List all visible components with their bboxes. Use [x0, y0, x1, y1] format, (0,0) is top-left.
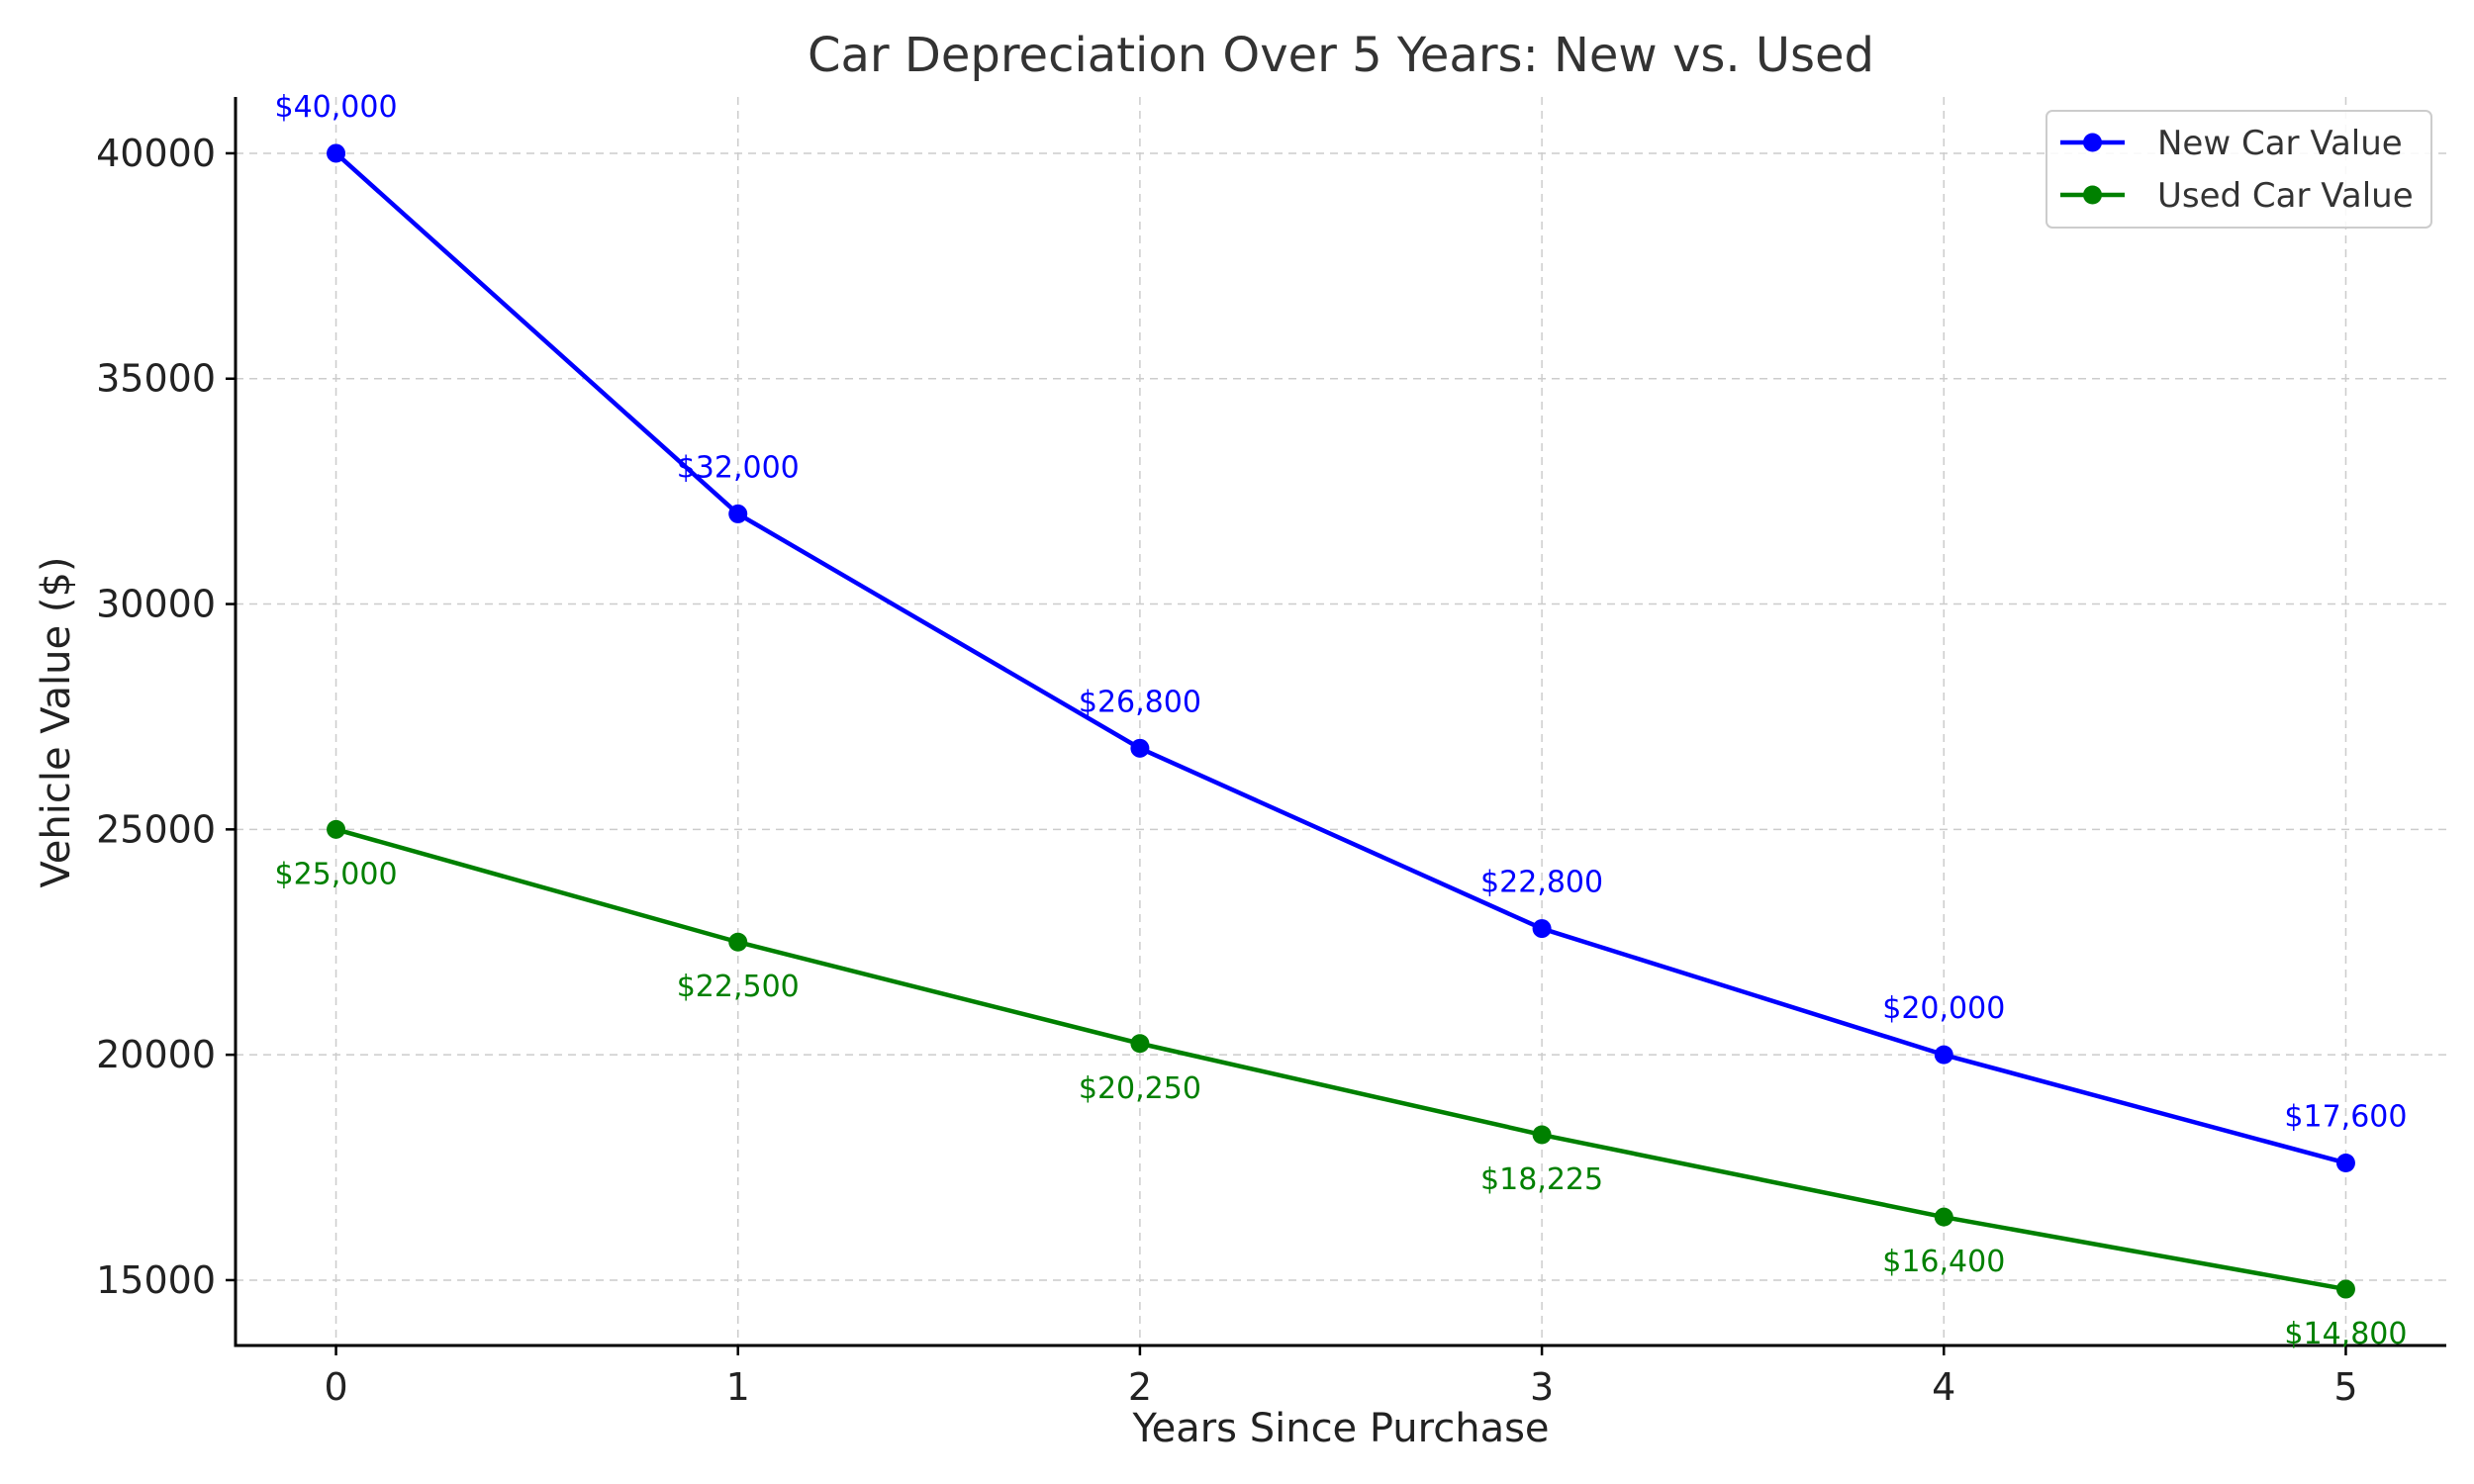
legend-swatch-marker-1 — [2083, 185, 2102, 205]
y-tick-label: 30000 — [96, 583, 216, 626]
y-tick-label: 25000 — [96, 807, 216, 851]
data-labels: $40,000 $32,000 $26,800 $22,800 $20,000 $17,6… — [275, 90, 2408, 1351]
x-tick-label: 5 — [2333, 1365, 2357, 1409]
series-layer — [327, 143, 2355, 1299]
series-1-point — [1934, 1207, 1953, 1227]
series-0-point — [728, 504, 748, 523]
series-0-point — [2335, 1153, 2355, 1172]
series-0-data-label: $20,000 — [1882, 991, 2005, 1026]
y-axis-label: Vehicle Value ($) — [34, 557, 79, 888]
series-0-point — [1130, 738, 1150, 758]
legend-swatch-marker-0 — [2083, 133, 2102, 152]
series-1-data-label: $20,250 — [1079, 1071, 1201, 1106]
series-1-point — [1130, 1034, 1150, 1054]
series-line-0 — [333, 150, 2348, 1165]
y-tick-label: 35000 — [96, 357, 216, 401]
series-1-point — [1532, 1125, 1552, 1145]
x-tick-label: 3 — [1530, 1365, 1554, 1409]
x-tick-label: 4 — [1932, 1365, 1955, 1409]
series-0-data-label: $40,000 — [275, 90, 398, 125]
series-0-data-label: $17,600 — [2284, 1099, 2407, 1134]
x-tick-label: 2 — [1128, 1365, 1152, 1409]
legend-label-0: New Car Value — [2157, 124, 2403, 163]
series-1-data-label: $16,400 — [1882, 1245, 2005, 1279]
x-tick-label: 1 — [726, 1365, 750, 1409]
series-0-point — [327, 143, 346, 163]
series-0-point — [1532, 919, 1552, 939]
series-1-data-label: $25,000 — [275, 857, 398, 891]
x-axis-label: Years Since Purchase — [1131, 1406, 1549, 1451]
x-tick-label: 0 — [324, 1365, 347, 1409]
series-line-1 — [333, 827, 2348, 1292]
legend: New Car Value Used Car Value — [2046, 110, 2432, 229]
series-1-point — [728, 932, 748, 952]
series-0-point — [1934, 1045, 1953, 1065]
series-0-data-label: $32,000 — [677, 450, 800, 485]
y-tick-label: 20000 — [96, 1033, 216, 1076]
legend-label-1: Used Car Value — [2157, 176, 2414, 216]
series-1-data-label: $14,800 — [2284, 1317, 2407, 1351]
grid — [236, 97, 2446, 1345]
y-tick-label: 40000 — [96, 132, 216, 175]
series-1-data-label: $22,500 — [677, 970, 800, 1004]
y-tick-label: 15000 — [96, 1258, 216, 1302]
series-1-point — [2335, 1279, 2355, 1299]
legend-box — [2046, 110, 2432, 229]
chart-title: Car Depreciation Over 5 Years: New vs. U… — [808, 28, 1874, 83]
axes: 0 1 2 3 4 5 15000 20000 25000 30000 35000 40000 — [96, 97, 2446, 1409]
series-1-point — [327, 819, 346, 839]
series-0-data-label: $26,800 — [1079, 685, 1201, 719]
series-1-data-label: $18,225 — [1480, 1162, 1603, 1197]
series-0-data-label: $22,800 — [1480, 866, 1603, 900]
